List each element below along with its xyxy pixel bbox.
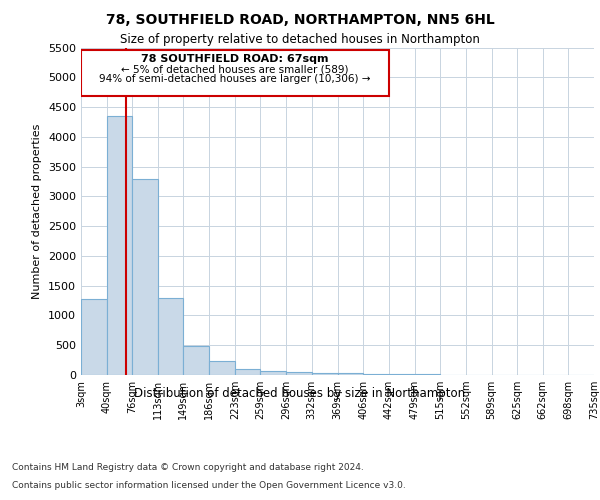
Bar [132, 178, 158, 375]
Bar [184, 346, 209, 375]
FancyBboxPatch shape [81, 50, 389, 96]
Text: Distribution of detached houses by size in Northampton: Distribution of detached houses by size … [134, 388, 466, 400]
Bar [286, 372, 311, 375]
Text: 78 SOUTHFIELD ROAD: 67sqm: 78 SOUTHFIELD ROAD: 67sqm [141, 54, 329, 64]
Text: Contains public sector information licensed under the Open Government Licence v3: Contains public sector information licen… [12, 481, 406, 490]
Bar [364, 374, 389, 375]
Bar [81, 300, 107, 375]
Bar [415, 374, 440, 375]
Bar [311, 372, 337, 375]
Bar [107, 116, 132, 375]
Bar [158, 298, 184, 375]
Bar [235, 369, 260, 375]
Bar [209, 362, 235, 375]
Text: 78, SOUTHFIELD ROAD, NORTHAMPTON, NN5 6HL: 78, SOUTHFIELD ROAD, NORTHAMPTON, NN5 6H… [106, 12, 494, 26]
Bar [337, 373, 364, 375]
Text: 94% of semi-detached houses are larger (10,306) →: 94% of semi-detached houses are larger (… [99, 74, 371, 85]
Text: ← 5% of detached houses are smaller (589): ← 5% of detached houses are smaller (589… [121, 64, 349, 74]
Text: Contains HM Land Registry data © Crown copyright and database right 2024.: Contains HM Land Registry data © Crown c… [12, 462, 364, 471]
Bar [389, 374, 415, 375]
Bar [260, 371, 286, 375]
Y-axis label: Number of detached properties: Number of detached properties [32, 124, 43, 299]
Text: Size of property relative to detached houses in Northampton: Size of property relative to detached ho… [120, 32, 480, 46]
